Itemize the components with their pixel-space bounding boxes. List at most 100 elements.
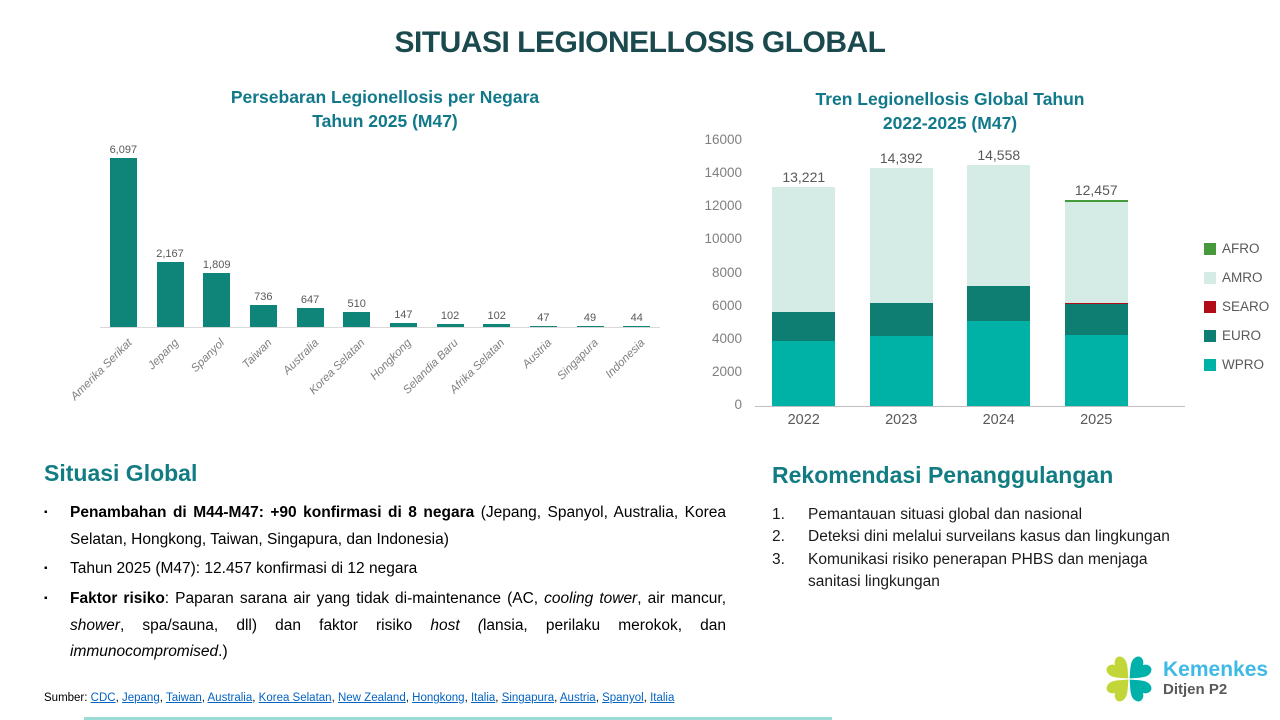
- x-label-austria: Austria: [520, 337, 555, 371]
- segment-amro-2025: [1064, 202, 1128, 303]
- y-tick-0: 0: [734, 397, 742, 412]
- x-label-amerika-serikat: Amerika Serikat: [68, 337, 135, 403]
- right-chart-x-labels: 2022 2023 2024 2025: [755, 412, 1145, 428]
- rekomendasi-text-2: Deteksi dini melalui surveilans kasus da…: [808, 528, 1170, 546]
- rekomendasi-item-3: 3. Komunikasi risiko penerapan PHBS dan m…: [772, 549, 1180, 594]
- legend-label-amro: AMRO: [1222, 270, 1263, 285]
- bar-column-afrika-selatan: 102: [473, 144, 520, 327]
- x-label-cell: Jepang: [145, 330, 194, 440]
- y-tick-4000: 4000: [711, 330, 742, 346]
- stack-2023: [869, 167, 933, 406]
- y-tick-8000: 8000: [711, 264, 742, 280]
- year-label-2023: 2023: [885, 412, 918, 428]
- bar-value-label: 736: [254, 290, 273, 303]
- x-label-cell: Spanyol: [189, 330, 240, 440]
- bar-taiwan: [249, 304, 277, 327]
- rekomendasi-item-2: 2. Deteksi dini melalui surveilans kasus …: [772, 526, 1180, 548]
- source-link-australia-3[interactable]: Australia: [207, 692, 253, 704]
- rekomendasi-text-3: Komunikasi risiko penerapan PHBS dan men…: [808, 550, 1148, 591]
- total-label-2025: 12,457: [1074, 181, 1118, 198]
- y-tick-6000: 6000: [711, 297, 742, 313]
- logo-brand: Kemenkes: [1163, 658, 1269, 682]
- source-link-singapura-8[interactable]: Singapura: [501, 692, 555, 704]
- source-links: CDC, Jepang, Taiwan, Australia, Korea Se…: [90, 692, 675, 704]
- legend-swatch-wpro: [1204, 358, 1216, 371]
- year-label-2025: 2025: [1080, 412, 1113, 428]
- x-label-cell: Afrika Selatan: [448, 330, 520, 440]
- bullet-text-1: Penambahan di M44-M47: +90 konfirmasi di…: [70, 504, 726, 548]
- source-link-austria-9[interactable]: Austria: [559, 692, 596, 704]
- x-label-australia: Australia: [280, 337, 321, 378]
- segment-wpro-2023: [869, 335, 933, 406]
- stack-column-2025: 12,457: [1048, 141, 1146, 406]
- bar-hongkong: [389, 322, 417, 327]
- bar-value-label: 102: [440, 309, 460, 322]
- logo-sub: Ditjen P2: [1163, 681, 1228, 699]
- bar-value-label: 647: [300, 293, 320, 306]
- source-link-new-zealand-5[interactable]: New Zealand: [337, 692, 406, 704]
- stack-column-2022: 13,221: [755, 141, 853, 406]
- bullet-text-2: Tahun 2025 (M47): 12.457 konfirmasi di 1…: [70, 560, 418, 578]
- x-label-jepang: Jepang: [145, 337, 181, 373]
- bullet-marker: ▪: [44, 563, 48, 575]
- source-link-spanyol-10[interactable]: Spanyol: [602, 692, 644, 704]
- stack-column-2023: 14,392: [853, 141, 951, 406]
- legend-label-euro: EURO: [1222, 328, 1262, 343]
- situasi-global-bullets: ▪ Penambahan di M44-M47: +90 konfirmasi d…: [44, 500, 726, 669]
- segment-amro-2022: [772, 187, 836, 313]
- source-label: Sumber:: [44, 692, 88, 704]
- left-chart-title-line2: Tahun 2025 (M47): [312, 110, 458, 131]
- x-label-spanyol: Spanyol: [189, 337, 228, 375]
- chart-legend: AFRO AMRO SEARO EURO WPRO: [1204, 234, 1269, 379]
- bullet-marker: ▪: [44, 507, 48, 518]
- source-link-jepang-1[interactable]: Jepang: [122, 692, 160, 704]
- segment-euro-2024: [967, 285, 1031, 321]
- rekomendasi-number: 1.: [772, 506, 785, 523]
- x-label-cell: Indonesia: [604, 330, 660, 440]
- source-link-italia-7[interactable]: Italia: [470, 692, 496, 704]
- right-chart-title-line2: 2022-2025 (M47): [882, 112, 1018, 133]
- bar-value-label: 147: [394, 308, 413, 321]
- x-label-taiwan: Taiwan: [240, 337, 275, 371]
- y-tick-10000: 10000: [704, 231, 742, 247]
- segment-euro-2023: [869, 302, 933, 336]
- bar-column-amerika-serikat: 6,097: [100, 144, 147, 327]
- kemenkes-clover-icon: [1106, 656, 1152, 702]
- x-label-cell: Taiwan: [240, 330, 287, 440]
- right-stacked-chart: Tren Legionellosis Global Tahun 2022-202…: [680, 88, 1280, 448]
- legend-wpro: WPRO: [1204, 350, 1269, 379]
- year-label-2022: 2022: [787, 412, 820, 428]
- bar-value-label: 47: [537, 311, 550, 324]
- source-link-cdc-0[interactable]: CDC: [90, 692, 116, 704]
- source-link-hongkong-6[interactable]: Hongkong: [412, 692, 465, 704]
- bullet-item-1: ▪ Penambahan di M44-M47: +90 konfirmasi d…: [44, 500, 726, 553]
- legend-swatch-afro: [1204, 242, 1216, 255]
- source-link-taiwan-2[interactable]: Taiwan: [165, 692, 202, 704]
- source-link-korea-selatan-4[interactable]: Korea Selatan: [258, 692, 332, 704]
- x-label-cell: Korea Selatan: [307, 330, 380, 440]
- bar-jepang: [156, 262, 184, 327]
- segment-wpro-2022: [772, 341, 836, 406]
- bar-column-austria: 47: [520, 144, 567, 327]
- bar-value-label: 2,167: [156, 248, 184, 260]
- page-title: SITUASI LEGIONELLOSIS GLOBAL: [394, 26, 886, 59]
- bar-column-jepang: 2,167: [147, 144, 194, 327]
- rekomendasi-list: 1. Pemantauan situasi global dan nasional…: [772, 504, 1180, 594]
- legend-label-searo: SEARO: [1222, 299, 1270, 314]
- x-label-cell: Amerika Serikat: [68, 330, 147, 440]
- bar-column-taiwan: 736: [240, 144, 287, 327]
- bar-column-selandia-baru: 102: [427, 144, 474, 327]
- source-link-italia-11[interactable]: Italia: [650, 692, 675, 704]
- bar-value-label: 510: [347, 297, 366, 310]
- bar-value-label: 1,809: [202, 258, 231, 271]
- stack-2022: [772, 187, 836, 406]
- segment-amro-2023: [869, 167, 933, 303]
- left-bar-chart: Persebaran Legionellosis per Negara Tahu…: [68, 86, 675, 446]
- bar-singapura: [576, 325, 604, 327]
- bar-column-indonesia: 44: [613, 144, 660, 327]
- bar-column-spanyol: 1,809: [193, 144, 240, 327]
- total-label-2022: 13,221: [782, 169, 826, 186]
- legend-searo: SEARO: [1204, 292, 1269, 321]
- x-label-cell: Singapura: [555, 330, 614, 440]
